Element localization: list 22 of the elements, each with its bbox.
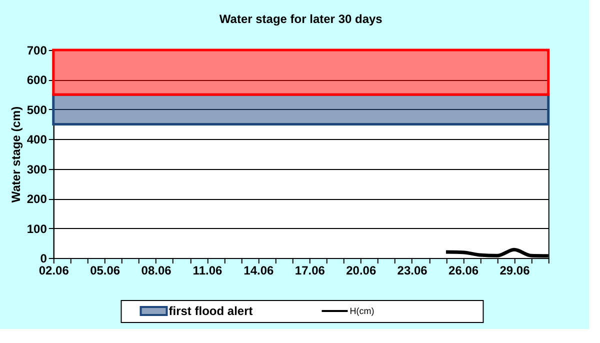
y-tick-label: 600 (26, 73, 48, 88)
x-tick-label: 11.06 (192, 264, 222, 278)
x-tick-label: 02.06 (38, 264, 70, 278)
x-tick-label: 23.06 (397, 264, 428, 278)
x-tick-label: 20.06 (346, 264, 376, 278)
y-tick-label: 300 (26, 162, 48, 176)
x-tick-label: 08.06 (141, 264, 172, 278)
y-axis-title: Water stage (cm) (8, 106, 23, 203)
y-tick-label: 200 (26, 192, 48, 206)
x-tick-label: 14.06 (244, 264, 274, 278)
x-tick-label: 05.06 (90, 264, 120, 278)
y-tick-label: 500 (26, 102, 48, 117)
y-tick-label: 700 (26, 44, 48, 58)
legend-label: first flood alert (168, 304, 253, 318)
x-tick-label: 17.06 (294, 264, 326, 278)
y-tick-label: 400 (26, 132, 48, 147)
x-tick-label: 29.06 (500, 264, 530, 278)
chart-title: Water stage for later 30 days (219, 12, 383, 26)
x-tick-label: 26.06 (448, 264, 479, 278)
legend-label: H(cm) (350, 306, 374, 316)
y-tick-label: 100 (26, 222, 48, 236)
y-tick-label: 0 (40, 252, 48, 266)
